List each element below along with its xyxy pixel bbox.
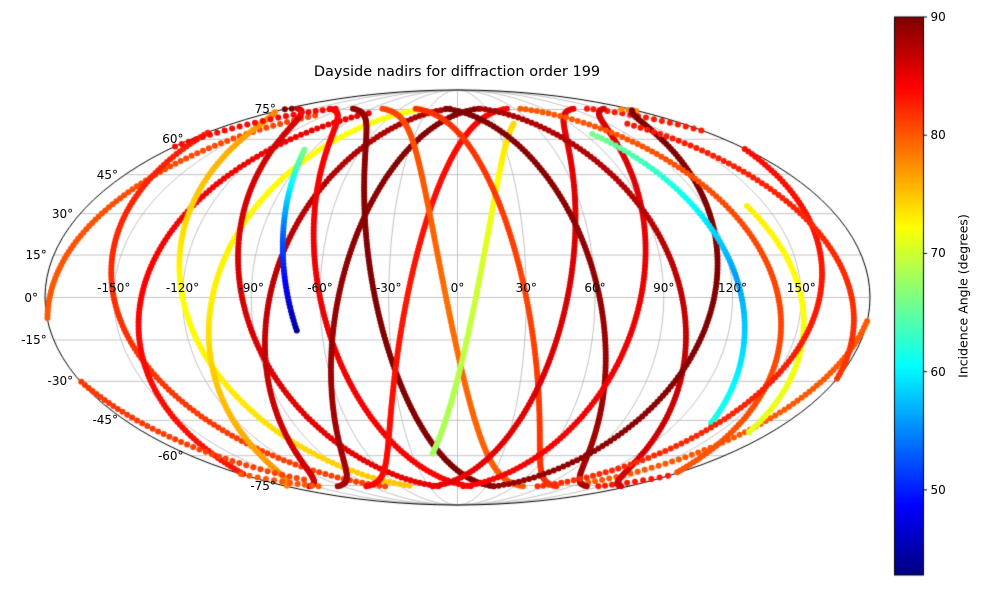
lat-tick-label: 0°	[24, 290, 38, 305]
lat-tick-label: -15°	[21, 332, 47, 347]
lon-tick-label: -150°	[97, 280, 131, 295]
lat-tick-label: -45°	[92, 413, 119, 428]
lon-tick-label: 120°	[718, 280, 747, 295]
colorbar-axis-label: Incidence Angle (degrees)	[955, 214, 971, 378]
lon-tick-label: 60°	[584, 280, 606, 295]
lon-tick-label: -60°	[307, 280, 333, 295]
lon-tick-label: -90°	[238, 280, 265, 295]
lon-tick-label: -120°	[165, 280, 200, 295]
colorbar-tick-label: 90	[930, 10, 946, 24]
lat-tick-label: 15°	[25, 248, 47, 263]
lat-tick-label: -30°	[47, 374, 74, 389]
lon-tick-label: 150°	[786, 280, 816, 295]
lat-tick-label: 30°	[51, 206, 74, 221]
lat-tick-label: -60°	[157, 448, 184, 463]
lat-tick-label: 75°	[254, 102, 276, 117]
lat-tick-label: 60°	[162, 132, 184, 147]
colorbar-tick-label: 50	[930, 482, 946, 497]
colorbar-tick-label: 80	[930, 128, 946, 143]
lon-tick-label: -30°	[375, 280, 402, 295]
lon-tick-label: 0°	[450, 280, 465, 295]
chart-title: Dayside nadirs for diffraction order 199	[313, 64, 601, 80]
colorbar-tick-label: 60	[930, 364, 946, 379]
colorbar-tick-label: 70	[930, 246, 946, 261]
lon-tick-label: 90°	[653, 280, 675, 295]
lat-tick-label: -75°	[250, 478, 276, 493]
lon-tick-label: 30°	[515, 280, 537, 295]
lat-tick-label: 45°	[96, 167, 119, 182]
